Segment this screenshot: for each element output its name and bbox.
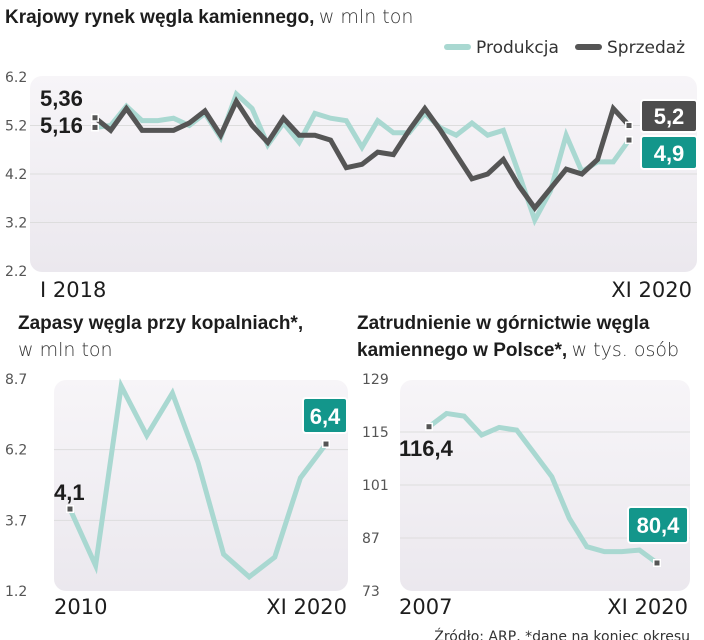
y-tick-label: 2.2 (5, 264, 27, 280)
chart3-end-marker-dot (654, 560, 660, 566)
chart3-end-badge-text: 80,4 (637, 513, 681, 538)
chart2-x-start: 2010 (54, 595, 107, 619)
y-tick-label: 129 (362, 372, 389, 388)
end-badge-produkcja (640, 135, 698, 170)
y-tick-label: 8.7 (5, 372, 27, 388)
end-marker-sprzedaz-dot (626, 123, 632, 128)
chart2-end-badge-text: 6,4 (310, 404, 341, 429)
y-tick-label: 87 (362, 531, 380, 547)
chart3-end-badge (627, 506, 689, 544)
legend: Produkcja Sprzedaż (444, 38, 685, 58)
chart1-title: Krajowy rynek węgla kamiennego, w mln to… (5, 6, 413, 28)
chart2-title: Zapasy węgla przy kopalniach*, (18, 313, 303, 334)
chart1-x-start: I 2018 (40, 278, 106, 302)
chart3-start-label: 116,4 (399, 436, 454, 461)
chart2-subtitle: w mln ton (18, 339, 113, 361)
y-tick-label: 5.2 (5, 119, 27, 135)
chart3-x-end: XI 2020 (607, 595, 688, 619)
end-badge-produkcja-text: 4,9 (654, 141, 685, 166)
chart3-x-start: 2007 (399, 595, 452, 619)
end-marker-produkcja-dot (626, 137, 632, 143)
chart3-start-marker-dot (426, 424, 432, 430)
y-tick-label: 4.2 (5, 167, 27, 183)
y-tick-label: 101 (362, 478, 389, 494)
chart1-x-end: XI 2020 (611, 278, 692, 302)
start-marker-sprzedaz-dot (92, 115, 98, 121)
chart2-start-label: 4,1 (54, 480, 85, 505)
chart2-start-marker-dot (67, 506, 73, 512)
y-tick-label: 3.2 (5, 216, 27, 232)
chart2-plot-area (54, 380, 348, 591)
end-badge-sprzedaz-text: 5,2 (654, 104, 685, 129)
end-badge-sprzedaz (640, 99, 698, 133)
legend-label-sprzedaz: Sprzedaż (607, 38, 685, 58)
chart2-x-end: XI 2020 (266, 595, 347, 619)
y-tick-label: 6.2 (5, 70, 27, 86)
y-tick-label: 6.2 (5, 443, 27, 459)
y-tick-label: 115 (362, 425, 389, 441)
y-tick-label: 73 (362, 584, 380, 600)
source-footer: Źródło: ARP, *dane na koniec okresu (434, 627, 690, 640)
zatrudnienie-line (427, 410, 659, 566)
legend-label-produkcja: Produkcja (476, 38, 559, 58)
chart2-end-badge (302, 397, 348, 434)
start-label-sprzedaz: 5,36 (40, 86, 83, 111)
y-tick-label: 3.7 (5, 513, 27, 529)
start-marker-produkcja-dot (92, 124, 98, 130)
chart2-end-marker-dot (323, 441, 329, 447)
chart3-title-line2: kamiennego w Polsce*, w tys. osób (357, 339, 679, 361)
chart3-title-line1: Zatrudnienie w górnictwie węgla (357, 313, 650, 334)
y-tick-label: 1.2 (5, 584, 27, 600)
start-label-produkcja: 5,16 (40, 113, 83, 138)
